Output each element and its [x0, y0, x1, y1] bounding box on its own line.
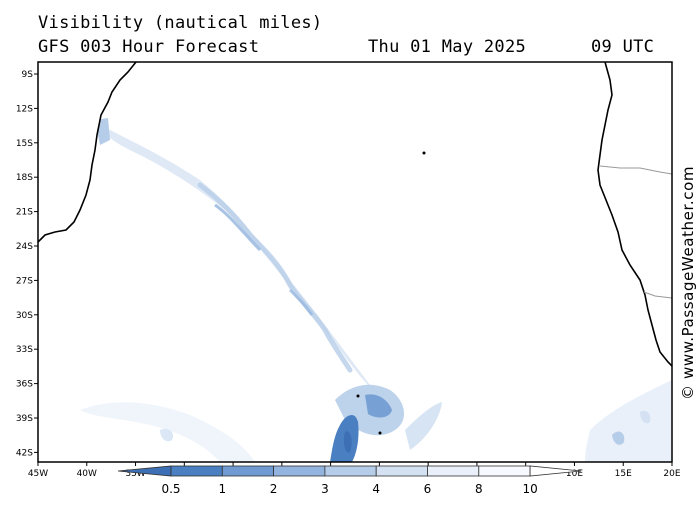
colorbar-label: 4 [372, 482, 380, 496]
credit-text: © www.PassageWeather.com [679, 165, 697, 400]
lat-label: 42S [16, 448, 33, 458]
colorbar-label: 8 [475, 482, 483, 496]
lat-label: 18S [16, 173, 33, 183]
south-america-coastline [38, 62, 137, 243]
lat-label: 30S [16, 311, 33, 321]
forecast-label: GFS 003 Hour Forecast [38, 37, 260, 57]
colorbar-segment [221, 465, 275, 477]
island-marker [422, 151, 426, 155]
colorbar-label: 0.5 [161, 482, 180, 496]
forecast-time: 09 UTC [591, 37, 655, 57]
lat-label: 36S [16, 380, 33, 390]
africa-coastline [597, 62, 672, 367]
lon-label: 45W [28, 469, 48, 479]
colorbar-segment [170, 465, 223, 477]
colorbar-label: 2 [270, 482, 278, 496]
colorbar-segment [427, 465, 480, 477]
south-america-land [38, 62, 136, 242]
colorbar-label: 10 [522, 482, 537, 496]
country-border [599, 165, 672, 175]
colorbar-label: 1 [218, 482, 226, 496]
colorbar-arrow-right [529, 465, 582, 477]
chart-title: Visibility (nautical miles) [38, 13, 323, 33]
map-frame [37, 61, 673, 463]
lat-label: 9S [22, 70, 34, 80]
lon-label: 40W [77, 469, 97, 479]
lon-label: 10E [566, 469, 583, 479]
country-border [643, 291, 672, 299]
africa-land [598, 62, 672, 366]
colorbar-segment [324, 465, 377, 477]
lon-label: 20E [663, 469, 680, 479]
colorbar-segment [273, 465, 326, 477]
colorbar: 0.5 1 2 3 4 6 8 10 [117, 465, 582, 496]
colorbar-segment [478, 465, 531, 477]
lon-label: 35W [125, 469, 145, 479]
lat-label: 12S [16, 104, 33, 114]
colorbar-label: 3 [321, 482, 329, 496]
colorbar-segment [375, 465, 428, 477]
lon-label: 15E [615, 469, 632, 479]
latitude-axis: 9S 12S 15S 18S 21S 24S 27S 30S 33S 36S 39S 42S [16, 70, 38, 458]
lat-label: 24S [16, 242, 33, 252]
lat-label: 15S [16, 139, 33, 149]
island-marker [356, 394, 360, 398]
colorbar-label: 6 [424, 482, 432, 496]
lat-label: 39S [16, 414, 33, 424]
lat-label: 33S [16, 345, 33, 355]
lat-label: 27S [16, 276, 33, 286]
forecast-date: Thu 01 May 2025 [368, 37, 527, 57]
island-marker [378, 431, 382, 435]
lat-label: 21S [16, 208, 33, 218]
